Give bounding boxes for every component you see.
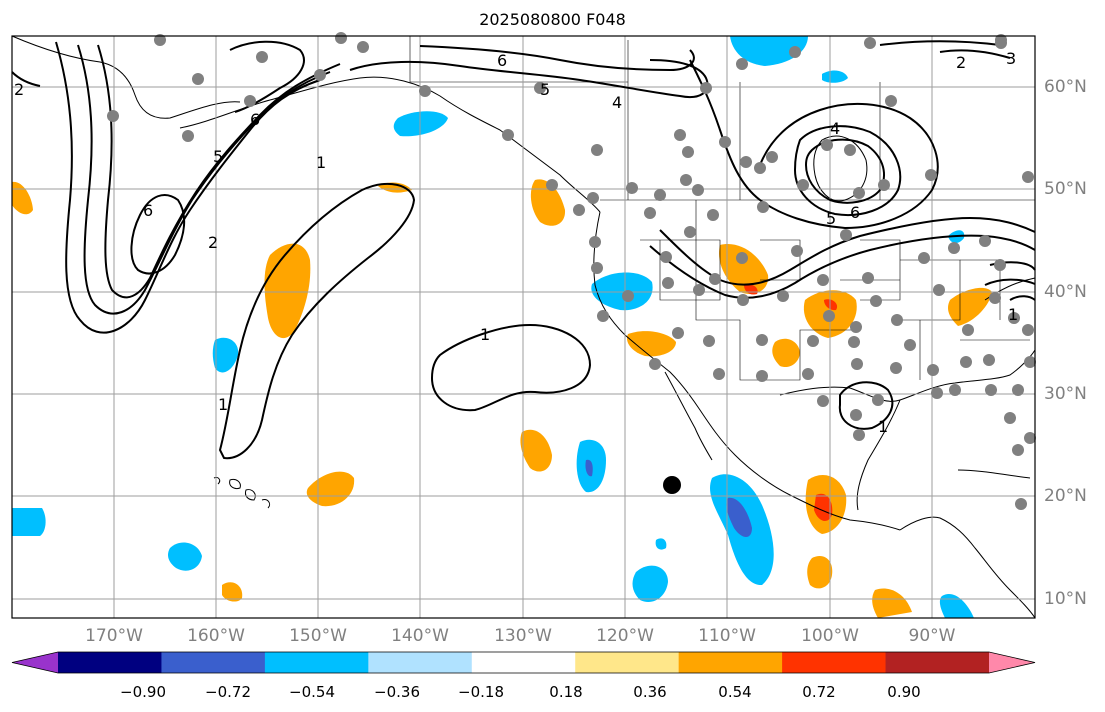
lon-label: 120°W [596,626,654,646]
contour-labels: 6 5 4 2 5 6 1 6 2 1 4 5 6 1 1 1 2 3 [14,49,1018,436]
colorbar-segment [161,652,266,673]
anomaly-patch-positive [520,429,552,472]
contour-label: 1 [218,395,228,414]
lon-label: 150°W [289,626,347,646]
anomaly-patch-positive [264,243,311,339]
colorbar-tick-label: 0.36 [633,683,667,701]
contour-label: 5 [540,80,550,99]
lat-label: 50°N [1044,179,1087,199]
contour-label: 5 [826,209,836,228]
contour-label: 6 [143,201,153,220]
colorbar-tick-label: 0.54 [718,683,752,701]
contour-label: 2 [956,53,966,72]
lon-label: 130°W [494,626,552,646]
colorbar-tick-label: −0.36 [374,683,420,701]
colorbar-outline [11,651,1036,674]
contour-label: 1 [1008,305,1018,324]
lon-label: 160°W [187,626,245,646]
anomaly-patch-negative [822,70,848,83]
anomaly-patch-negative [212,337,239,373]
anomaly-patch-positive [12,181,33,215]
contour-label: 6 [850,203,860,222]
contours [11,40,1036,460]
colorbar-tick-label: −0.72 [205,683,251,701]
contour-label: 2 [14,80,24,99]
contour-label: 2 [208,233,218,252]
anomaly-patch-negative [591,272,653,311]
anomaly-patch-positive [772,338,800,368]
lon-label: 140°W [391,626,449,646]
map-title: 2025080800 F048 [479,10,626,29]
lat-label: 40°N [1044,282,1087,302]
colorbar-tick-label: 0.90 [887,683,921,701]
lat-label: 10°N [1044,589,1087,609]
colorbar-extend-high [989,652,1035,673]
contour-label: 1 [480,325,490,344]
lon-label: 110°W [698,626,756,646]
anomaly-patch-negative [393,111,448,137]
colorbar-segment [782,652,887,673]
colorbar-tick-label: 0.18 [549,683,583,701]
colorbar-tick-label: −0.18 [458,683,504,701]
anomaly-patch-strong-negative [585,459,593,477]
anomaly-patch-negative [655,538,667,550]
anomaly-patch-negative [632,565,668,602]
state-borders [409,36,1035,381]
anomaly-patch-positive [719,244,769,295]
lat-label: 20°N [1044,486,1087,506]
colorbar-tick-label: 0.72 [802,683,836,701]
anomaly-fills [12,36,992,618]
colorbar-segment [58,652,162,673]
colorbar-segment [368,652,473,673]
anomaly-patch-positive [530,179,566,226]
anomaly-patch-positive [222,582,243,602]
anomaly-patch-positive [872,588,912,618]
colorbar-tick-label: −0.90 [120,683,166,701]
colorbar-segment [885,652,990,673]
colorbar-segment [678,652,783,673]
lat-label: 30°N [1044,384,1087,404]
colorbar-segment [264,652,369,673]
contour-label: 1 [316,153,326,172]
anomaly-patch-negative [168,542,202,571]
contour-label: 5 [213,147,223,166]
colorbar-extend-low [12,652,58,673]
anomaly-patch-positive [626,331,676,357]
anomaly-patch-negative [730,36,808,66]
anomaly-patch-positive [947,287,992,326]
map-frame [11,35,1036,619]
coastlines [11,35,1036,619]
contour-label: 4 [612,93,622,112]
anomaly-patch-strong-positive [824,299,838,311]
contour-label: 6 [250,110,260,129]
colorbar-tick-label: −0.54 [289,683,335,701]
anomaly-patch-strong-positive [814,493,833,522]
lon-label: 90°W [908,626,956,646]
lat-label: 60°N [1044,77,1087,97]
storm-center-marker [663,476,681,494]
lon-label: 100°W [801,626,859,646]
colorbar-segment [471,652,576,673]
anomaly-patch-strong-negative [726,497,752,537]
contour-label: 1 [878,417,888,436]
contour-label: 6 [497,51,507,70]
contour-label: 4 [830,119,840,138]
anomaly-patch-positive [306,471,355,507]
anomaly-patch-positive [378,182,412,193]
contour-label: 3 [1006,49,1016,68]
anomaly-patch-negative [12,508,46,536]
anomaly-patch-positive [807,555,833,589]
graticule [12,36,1035,618]
lon-label: 170°W [85,626,143,646]
station-dots [107,32,1036,510]
colorbar-segment [575,652,680,673]
anomaly-patch-negative [939,594,974,618]
colorbar [11,651,1036,674]
